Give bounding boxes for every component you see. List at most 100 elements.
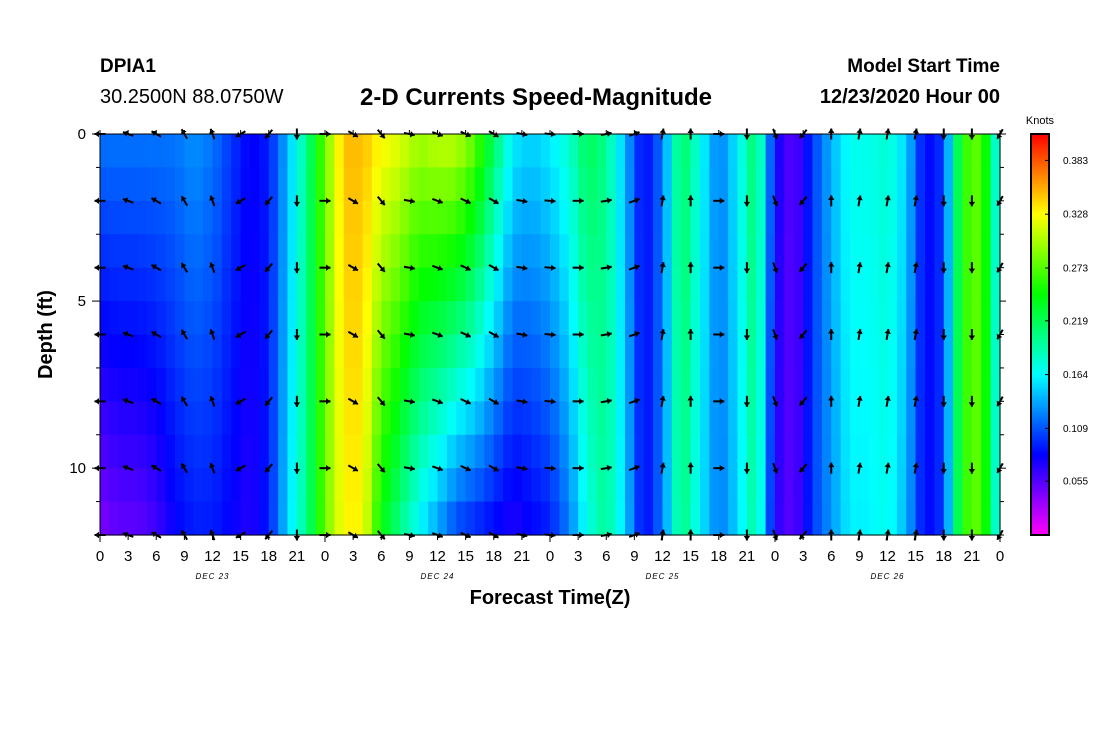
heatmap-cell	[559, 401, 570, 436]
heatmap-cell	[390, 468, 401, 503]
heatmap-cell	[803, 468, 814, 503]
heatmap-cell	[259, 468, 270, 503]
heatmap-cell	[962, 167, 973, 202]
heatmap-cell	[446, 334, 457, 369]
heatmap-cell	[606, 134, 617, 169]
heatmap-cell	[934, 267, 945, 302]
heatmap-cell	[812, 501, 823, 536]
colorbar-segment	[1031, 367, 1049, 371]
heatmap-cell	[850, 267, 860, 302]
heatmap-cell	[718, 434, 729, 469]
heatmap-cell	[418, 434, 429, 469]
heatmap-cell	[353, 234, 364, 269]
heatmap-cell	[381, 267, 392, 302]
heatmap-cell	[315, 134, 326, 169]
colorbar-segment	[1031, 404, 1049, 408]
heatmap-cell	[906, 401, 917, 436]
colorbar-segment	[1031, 362, 1049, 366]
heatmap-cell	[587, 468, 598, 503]
heatmap-cell	[353, 367, 364, 402]
heatmap-cell	[146, 200, 157, 235]
heatmap-cell	[643, 468, 654, 503]
colorbar-segment	[1031, 191, 1049, 195]
heatmap-cell	[840, 301, 851, 336]
heatmap-cell	[896, 468, 907, 503]
colorbar-segment	[1031, 424, 1049, 428]
colorbar-segment	[1031, 372, 1049, 376]
heatmap-cell	[184, 234, 195, 269]
heatmap-cell	[737, 434, 748, 469]
colorbar-segment	[1031, 316, 1049, 320]
heatmap-cell	[418, 334, 429, 369]
heatmap-cell	[718, 367, 729, 402]
heatmap-cell	[250, 134, 260, 169]
heatmap-cell	[728, 401, 739, 436]
heatmap-cell	[887, 200, 898, 235]
current-vector	[713, 464, 725, 472]
heatmap-cell	[718, 167, 729, 202]
heatmap-cell	[250, 501, 260, 536]
colorbar-segment	[1031, 432, 1049, 436]
heatmap-cell	[559, 301, 570, 336]
heatmap-cell	[981, 234, 992, 269]
heatmap-cell	[690, 401, 701, 436]
current-vector	[150, 464, 162, 472]
current-vector	[347, 330, 359, 339]
heatmap-cell	[146, 234, 157, 269]
current-vector	[544, 264, 556, 271]
heatmap-cell	[456, 267, 467, 302]
heatmap-cell	[221, 200, 232, 235]
current-vector	[122, 331, 134, 338]
colorbar-segment	[1031, 254, 1049, 258]
colorbar-segment	[1031, 321, 1049, 325]
current-vector	[376, 396, 386, 407]
heatmap-cell	[943, 234, 954, 269]
heatmap-cell	[437, 301, 448, 336]
heatmap-cell	[128, 401, 139, 436]
colorbar-segment	[1031, 256, 1049, 260]
heatmap-cell	[493, 334, 504, 369]
colorbar-segment	[1031, 452, 1049, 456]
heatmap-cell	[653, 134, 664, 169]
current-vector	[572, 331, 584, 338]
heatmap-cell	[540, 234, 551, 269]
heatmap-cell	[531, 434, 542, 469]
heatmap-cell	[137, 401, 148, 436]
heatmap-cell	[306, 501, 317, 536]
heatmap-cell	[278, 367, 289, 402]
colorbar-segment	[1031, 422, 1049, 426]
heatmap-cell	[784, 301, 795, 336]
colorbar-segment	[1031, 301, 1049, 305]
heatmap-cell	[878, 367, 889, 402]
heatmap-cell	[568, 501, 579, 536]
heatmap-cell	[325, 334, 335, 369]
heatmap-cell	[671, 401, 682, 436]
current-vector	[235, 264, 246, 272]
colorbar-segment	[1031, 419, 1049, 423]
heatmap-cell	[268, 167, 279, 202]
heatmap-cell	[559, 334, 570, 369]
heatmap-cell	[718, 334, 729, 369]
heatmap-cell	[165, 267, 176, 302]
heatmap-cell	[775, 468, 785, 503]
heatmap-cell	[953, 401, 964, 436]
heatmap-cell	[475, 367, 485, 402]
colorbar-segment	[1031, 299, 1049, 303]
heatmap-cell	[709, 134, 720, 169]
colorbar-segment	[1031, 434, 1049, 438]
heatmap-cell	[353, 200, 364, 235]
heatmap-cell	[446, 501, 457, 536]
heatmap-cell	[971, 301, 982, 336]
heatmap-cell	[550, 301, 560, 336]
colorbar-segment	[1031, 326, 1049, 330]
heatmap-cell	[812, 434, 823, 469]
current-vector	[772, 328, 779, 341]
heatmap-cell	[306, 167, 317, 202]
heatmap-cell	[878, 434, 889, 469]
x-tick-label: 12	[204, 548, 221, 565]
heatmap-cell	[146, 434, 157, 469]
heatmap-cell	[700, 200, 710, 235]
heatmap-cell	[775, 334, 785, 369]
y-tick-label: 10	[69, 460, 86, 477]
heatmap-cell	[550, 334, 560, 369]
